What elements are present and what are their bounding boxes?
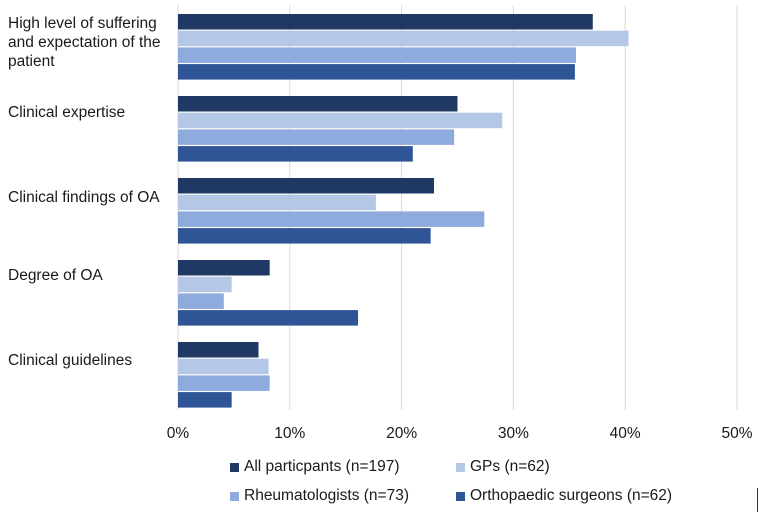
bar [178, 178, 435, 194]
bars [178, 14, 629, 408]
legend-swatch [230, 491, 239, 501]
bar [178, 30, 629, 47]
x-tick-label: 20% [386, 425, 417, 442]
legend-label: Orthopaedic surgeons (n=62) [470, 487, 673, 504]
bar [178, 112, 503, 129]
bar [178, 342, 259, 358]
category-label-line: Degree of OA [8, 267, 103, 284]
bar [178, 96, 458, 112]
bar [178, 14, 593, 30]
category-label-line: High level of suffering [8, 15, 157, 32]
legend-item-gps: GPs (n=62) [456, 458, 550, 476]
bar [178, 228, 431, 244]
edge-divider [757, 488, 758, 512]
x-tick-label: 50% [721, 425, 752, 442]
category-label-line: and expectation of the [8, 34, 161, 51]
legend-item-orthopaedic-surgeons: Orthopaedic surgeons (n=62) [456, 487, 672, 505]
legend-label: Rheumatologists (n=73) [244, 487, 409, 504]
category-label: Clinical expertise [8, 103, 178, 122]
category-label-line: Clinical findings of OA [8, 189, 160, 206]
category-label-line: Clinical expertise [8, 104, 126, 121]
legend-swatch [456, 491, 465, 501]
x-tick-label: 10% [274, 425, 305, 442]
category-label: Clinical findings of OA [8, 188, 178, 207]
legend-swatch [456, 462, 465, 472]
x-axis-ticks: 0% 10% 20% 30% 40% 50% [167, 425, 753, 442]
x-tick-label: 40% [610, 425, 641, 442]
bar [178, 276, 232, 293]
category-label: Clinical guidelines [8, 351, 178, 370]
bar [178, 146, 413, 162]
category-label-line: patient [8, 53, 55, 70]
bar [178, 64, 575, 80]
legend-label: GPs (n=62) [470, 458, 550, 475]
bar [178, 211, 485, 227]
bar [178, 293, 224, 309]
bar [178, 194, 376, 211]
category-label-line: Clinical guidelines [8, 352, 133, 369]
legend-label: All particpants (n=197) [244, 458, 400, 475]
bar [178, 375, 270, 391]
category-label: Degree of OA [8, 266, 178, 285]
x-tick-label: 30% [498, 425, 529, 442]
legend-swatch [230, 462, 239, 472]
bar [178, 310, 358, 326]
bar [178, 129, 455, 145]
bar [178, 47, 577, 63]
legend-item-rheumatologists: Rheumatologists (n=73) [230, 487, 409, 505]
x-tick-label: 0% [167, 425, 190, 442]
bar [178, 358, 269, 375]
legend-item-all-participants: All particpants (n=197) [230, 458, 400, 476]
bar [178, 260, 270, 276]
category-label: High level of suffering and expectation o… [8, 14, 178, 71]
bar [178, 392, 232, 408]
